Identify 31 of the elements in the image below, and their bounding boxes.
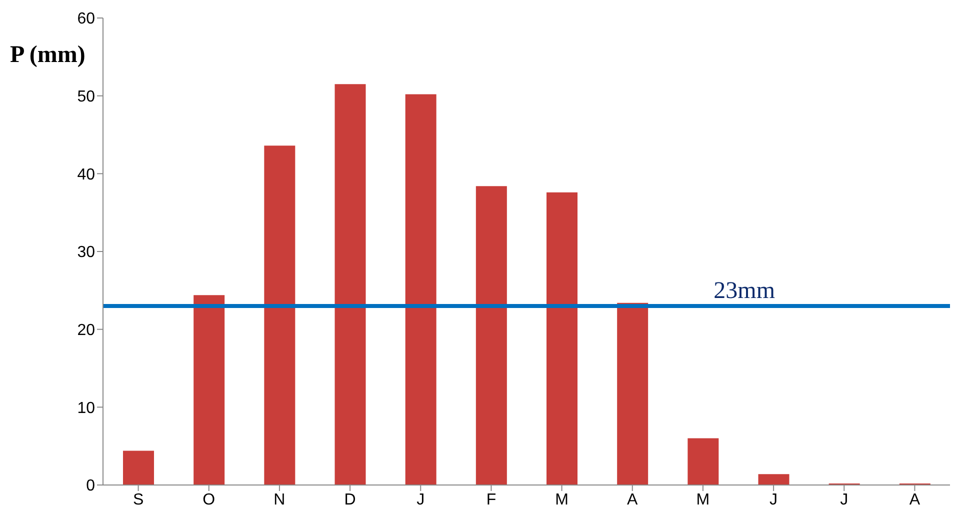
y-tick-label: 40	[77, 166, 96, 184]
y-tick-label: 0	[86, 478, 96, 495]
y-tick-label: 30	[77, 244, 96, 262]
x-tick-label: N	[274, 491, 286, 508]
bar	[546, 192, 578, 485]
y-axis-title: P (mm)	[10, 42, 86, 69]
x-tick-label: M	[696, 491, 710, 508]
y-tick-label: 60	[77, 10, 96, 28]
bar	[123, 450, 154, 485]
x-tick-label: J	[416, 491, 425, 508]
x-tick-label: J	[770, 491, 778, 508]
bar	[264, 146, 296, 485]
bar	[476, 186, 507, 485]
x-tick-label: F	[486, 491, 496, 508]
bar	[688, 438, 719, 485]
bar	[334, 84, 366, 485]
ref-line-label: 23mm	[714, 278, 776, 304]
x-tick-label: A	[627, 491, 638, 508]
y-tick-label: 50	[77, 88, 96, 106]
y-tick-label: 20	[77, 322, 96, 340]
bar	[617, 302, 648, 485]
x-tick-label: A	[909, 491, 920, 508]
x-tick-label: O	[202, 491, 216, 508]
x-tick-label: S	[132, 491, 144, 508]
x-tick-label: D	[344, 491, 356, 508]
bar	[194, 295, 225, 485]
y-tick-label: 10	[77, 400, 96, 417]
bar	[758, 474, 790, 485]
x-tick-label: M	[555, 491, 568, 508]
x-tick-label: J	[840, 491, 848, 508]
bar	[405, 94, 436, 485]
